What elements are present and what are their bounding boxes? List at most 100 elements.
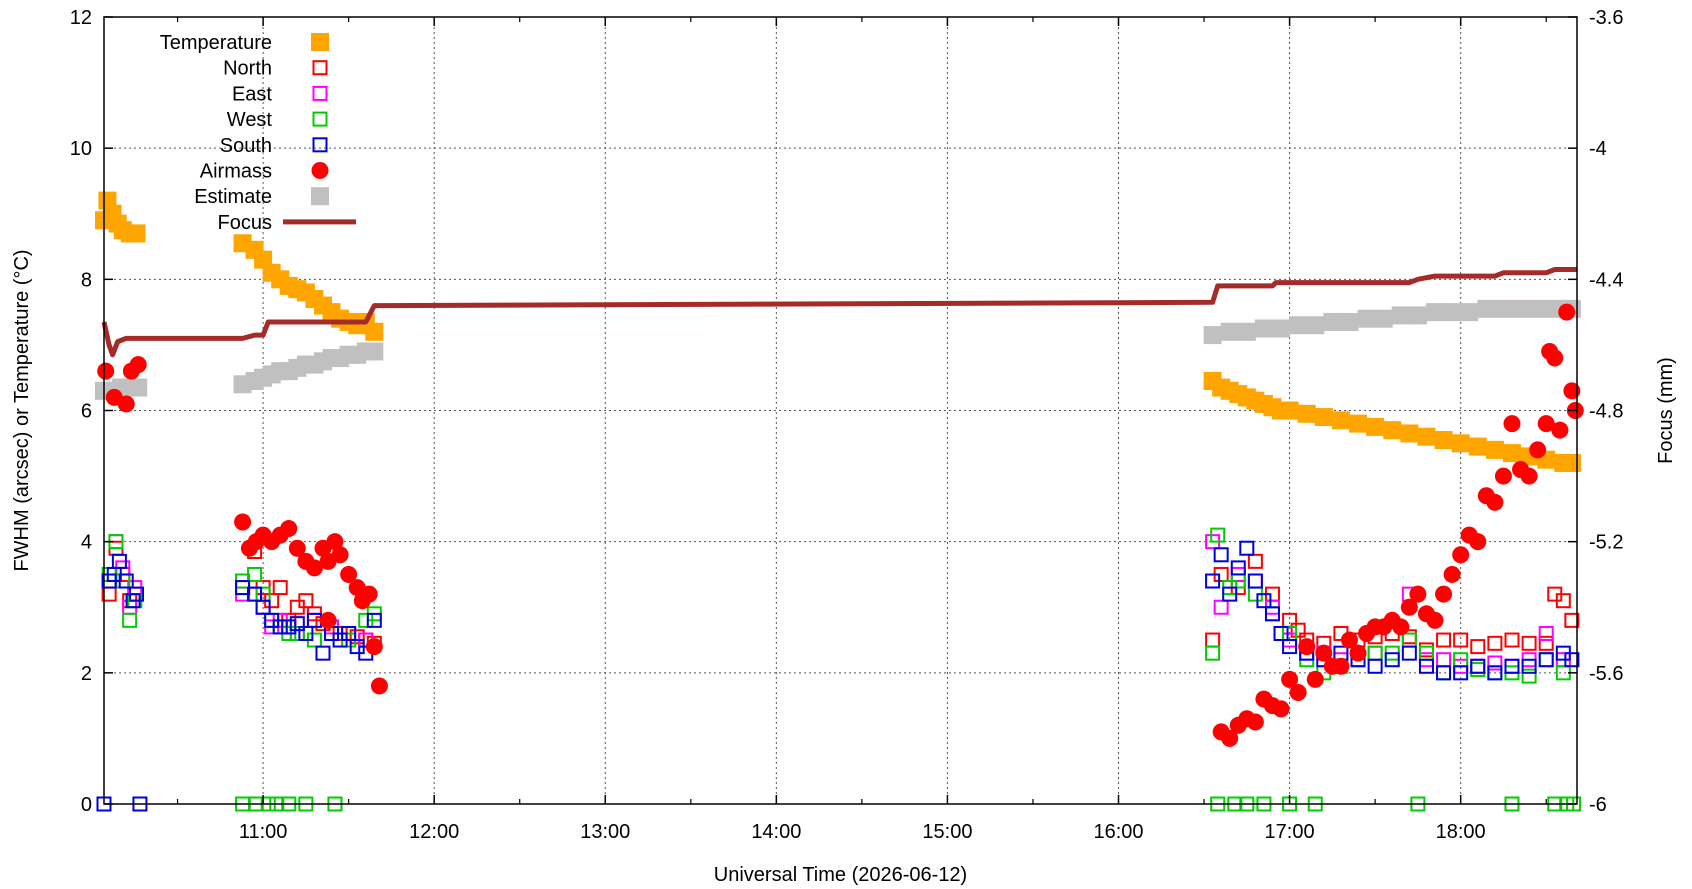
- east-point: [1538, 625, 1554, 641]
- temperature-point: [1502, 444, 1521, 463]
- west-point: [1555, 665, 1571, 681]
- south-point: [341, 625, 357, 641]
- airmass-point: [97, 362, 115, 380]
- airmass-point: [1435, 585, 1453, 603]
- temperature-point: [1468, 437, 1487, 456]
- legend-swatch: [311, 187, 329, 206]
- west-point: [247, 566, 263, 582]
- legend-label: Temperature: [160, 32, 272, 54]
- south-point: [315, 645, 331, 661]
- series-estimate: [95, 299, 1581, 400]
- south-point: [1401, 645, 1417, 661]
- airmass-point: [1443, 565, 1461, 583]
- airmass-point: [1315, 644, 1333, 662]
- estimate-point: [1272, 319, 1291, 338]
- airmass-point: [280, 520, 298, 538]
- south-point: [1213, 547, 1229, 563]
- y-tick-label: 4: [81, 532, 92, 554]
- east-point: [1487, 655, 1503, 671]
- estimate-point: [1340, 312, 1359, 331]
- estimate-point: [1289, 316, 1308, 335]
- temperature-point: [1485, 440, 1504, 459]
- airmass-point: [1558, 303, 1576, 321]
- temperature-point: [1280, 401, 1299, 420]
- airmass-point: [1281, 670, 1299, 688]
- y-tick-label: 8: [81, 269, 92, 291]
- west-point: [1521, 668, 1537, 684]
- temperature-point: [1400, 424, 1419, 443]
- temperature-point: [1451, 434, 1470, 453]
- north-point: [1453, 632, 1469, 648]
- x-tick-label: 11:00: [239, 821, 288, 843]
- temperature-point: [1434, 431, 1453, 450]
- temperature-point: [1366, 417, 1385, 436]
- legend-label: South: [220, 135, 272, 157]
- temperature-point: [1349, 414, 1368, 433]
- south-point: [1453, 665, 1469, 681]
- estimate-point: [1391, 306, 1410, 325]
- estimate-point: [1323, 312, 1342, 331]
- airmass-point: [1298, 638, 1316, 656]
- legend-swatch: [311, 162, 329, 179]
- airmass-point: [1349, 644, 1367, 662]
- airmass-point: [365, 638, 383, 656]
- airmass-point: [1494, 467, 1512, 485]
- airmass-point: [370, 677, 388, 695]
- north-point: [1521, 635, 1537, 651]
- south-point: [129, 586, 145, 602]
- airmass-point: [117, 395, 135, 413]
- east-point: [1367, 645, 1383, 661]
- airmass-point: [340, 565, 358, 583]
- y2-tick-label: -4: [1589, 138, 1607, 160]
- y-tick-label: 12: [70, 7, 92, 29]
- airmass-point: [326, 533, 344, 551]
- temperature-point: [1331, 411, 1350, 430]
- airmass-point: [1306, 670, 1324, 688]
- south-point: [1247, 573, 1263, 589]
- estimate-point: [129, 378, 148, 397]
- legend-swatch: [312, 137, 328, 153]
- estimate-point: [1511, 299, 1530, 318]
- airmass-point: [1520, 467, 1538, 485]
- x-tick-label: 13:00: [580, 821, 630, 843]
- airmass-point: [1486, 493, 1504, 511]
- airmass-point: [1221, 729, 1239, 747]
- estimate-point: [1528, 299, 1547, 318]
- north-point: [1538, 635, 1554, 651]
- south-point: [1384, 652, 1400, 668]
- temperature-point: [1314, 408, 1333, 427]
- x-tick-label: 12:00: [409, 821, 459, 843]
- airmass-point: [1426, 611, 1444, 629]
- north-point: [1205, 632, 1221, 648]
- south-point: [1205, 573, 1221, 589]
- airmass-point: [1409, 585, 1427, 603]
- legend-swatch: [312, 85, 328, 101]
- estimate-point: [1357, 309, 1376, 328]
- y2-tick-label: -6: [1589, 794, 1607, 816]
- estimate-point: [1477, 299, 1496, 318]
- west-point: [1205, 645, 1221, 661]
- airmass-point: [1563, 382, 1581, 400]
- x-tick-label: 16:00: [1093, 821, 1143, 843]
- legend-label: North: [223, 58, 272, 80]
- estimate-point: [1374, 309, 1393, 328]
- north-point: [1555, 593, 1571, 609]
- airmass-point: [234, 513, 252, 531]
- series-focus: [101, 267, 1577, 358]
- estimate-point: [1254, 319, 1273, 338]
- airmass-point: [1469, 533, 1487, 551]
- south-point: [289, 616, 305, 632]
- series-south: [96, 540, 1580, 812]
- estimate-point: [1408, 306, 1427, 325]
- north-point: [349, 629, 365, 645]
- north-point: [1290, 622, 1306, 638]
- y2-tick-label: -5.6: [1589, 663, 1623, 685]
- north-point: [1487, 635, 1503, 651]
- airmass-point: [1289, 684, 1307, 702]
- estimate-point: [1443, 303, 1462, 322]
- airmass-point: [1546, 349, 1564, 367]
- temperature-point: [365, 322, 384, 341]
- airmass-point: [1400, 598, 1418, 616]
- estimate-point: [1426, 303, 1445, 322]
